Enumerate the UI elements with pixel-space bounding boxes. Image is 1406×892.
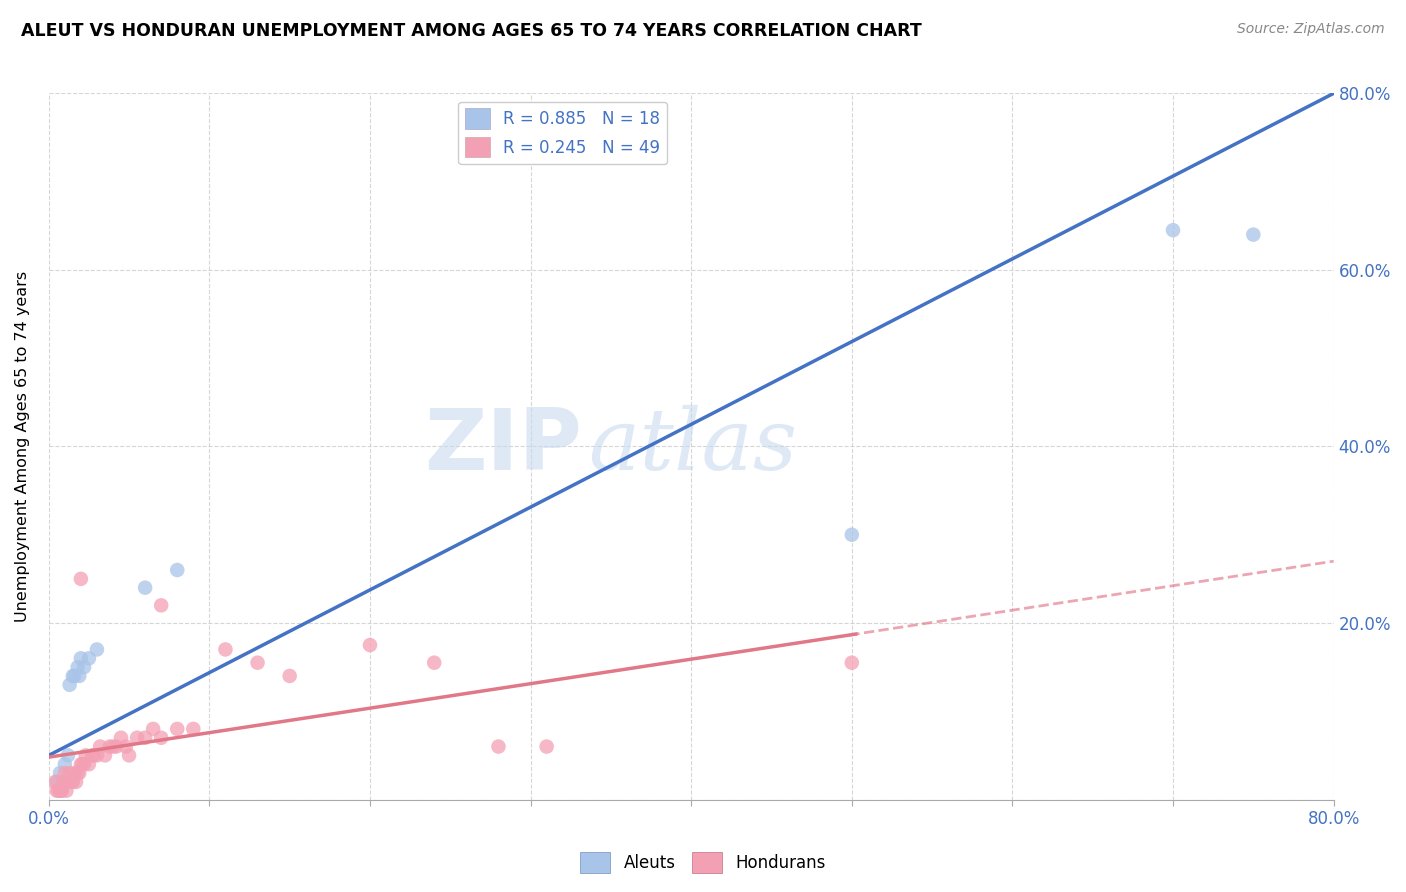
Point (1241, 227, 1264, 242)
Point (51, 783, 73, 797)
Point (841, 527, 863, 541)
Point (86, 642, 108, 657)
Point (83, 748, 105, 763)
Point (166, 563, 188, 577)
Point (98, 739, 121, 754)
Point (118, 748, 141, 763)
Point (65, 775, 87, 789)
Point (70, 572, 93, 586)
Point (56, 748, 79, 763)
Point (45, 783, 67, 797)
Point (75, 748, 97, 763)
Point (142, 722, 165, 736)
Point (56, 775, 79, 789)
Point (49, 766, 72, 780)
Text: ZIP: ZIP (425, 405, 582, 488)
Point (134, 731, 156, 745)
Point (423, 656, 446, 670)
Legend: Aleuts, Hondurans: Aleuts, Hondurans (574, 846, 832, 880)
Point (166, 722, 188, 736)
Point (110, 731, 132, 745)
Point (105, 739, 128, 754)
Point (77, 651, 100, 665)
Point (63, 669, 86, 683)
Point (150, 731, 173, 745)
Point (73, 757, 96, 772)
Point (214, 642, 236, 657)
Point (101, 739, 124, 754)
Point (63, 766, 86, 780)
Point (70, 651, 93, 665)
Point (94, 748, 117, 763)
Point (134, 581, 156, 595)
Point (77, 757, 100, 772)
Point (59, 766, 82, 780)
Point (488, 739, 510, 754)
Point (127, 731, 149, 745)
Point (70, 757, 93, 772)
Point (359, 638, 381, 652)
Text: atlas: atlas (588, 405, 797, 488)
Point (841, 656, 863, 670)
Point (49, 783, 72, 797)
Point (60, 775, 83, 789)
Point (67, 669, 90, 683)
Point (59, 678, 82, 692)
Point (52, 775, 75, 789)
Point (53, 775, 76, 789)
Point (181, 722, 204, 736)
Point (89, 739, 111, 754)
Point (62, 669, 84, 683)
Text: Source: ZipAtlas.com: Source: ZipAtlas.com (1237, 22, 1385, 37)
Point (73, 660, 96, 674)
Y-axis label: Unemployment Among Ages 65 to 74 years: Unemployment Among Ages 65 to 74 years (15, 271, 30, 622)
Point (278, 669, 301, 683)
Legend: R = 0.885   N = 18, R = 0.245   N = 49: R = 0.885 N = 18, R = 0.245 N = 49 (458, 102, 666, 164)
Point (53, 766, 76, 780)
Point (51, 783, 73, 797)
Text: ALEUT VS HONDURAN UNEMPLOYMENT AMONG AGES 65 TO 74 YEARS CORRELATION CHART: ALEUT VS HONDURAN UNEMPLOYMENT AMONG AGE… (21, 22, 922, 40)
Point (150, 599, 173, 613)
Point (67, 766, 90, 780)
Point (536, 739, 558, 754)
Point (246, 656, 269, 670)
Point (66, 766, 89, 780)
Point (66, 660, 89, 674)
Point (62, 775, 84, 789)
Point (55, 783, 77, 797)
Point (82, 748, 104, 763)
Point (48, 783, 70, 797)
Point (115, 739, 138, 754)
Point (45, 775, 67, 789)
Point (72, 757, 94, 772)
Point (86, 748, 108, 763)
Point (1161, 223, 1184, 237)
Point (53, 757, 76, 772)
Point (44, 775, 66, 789)
